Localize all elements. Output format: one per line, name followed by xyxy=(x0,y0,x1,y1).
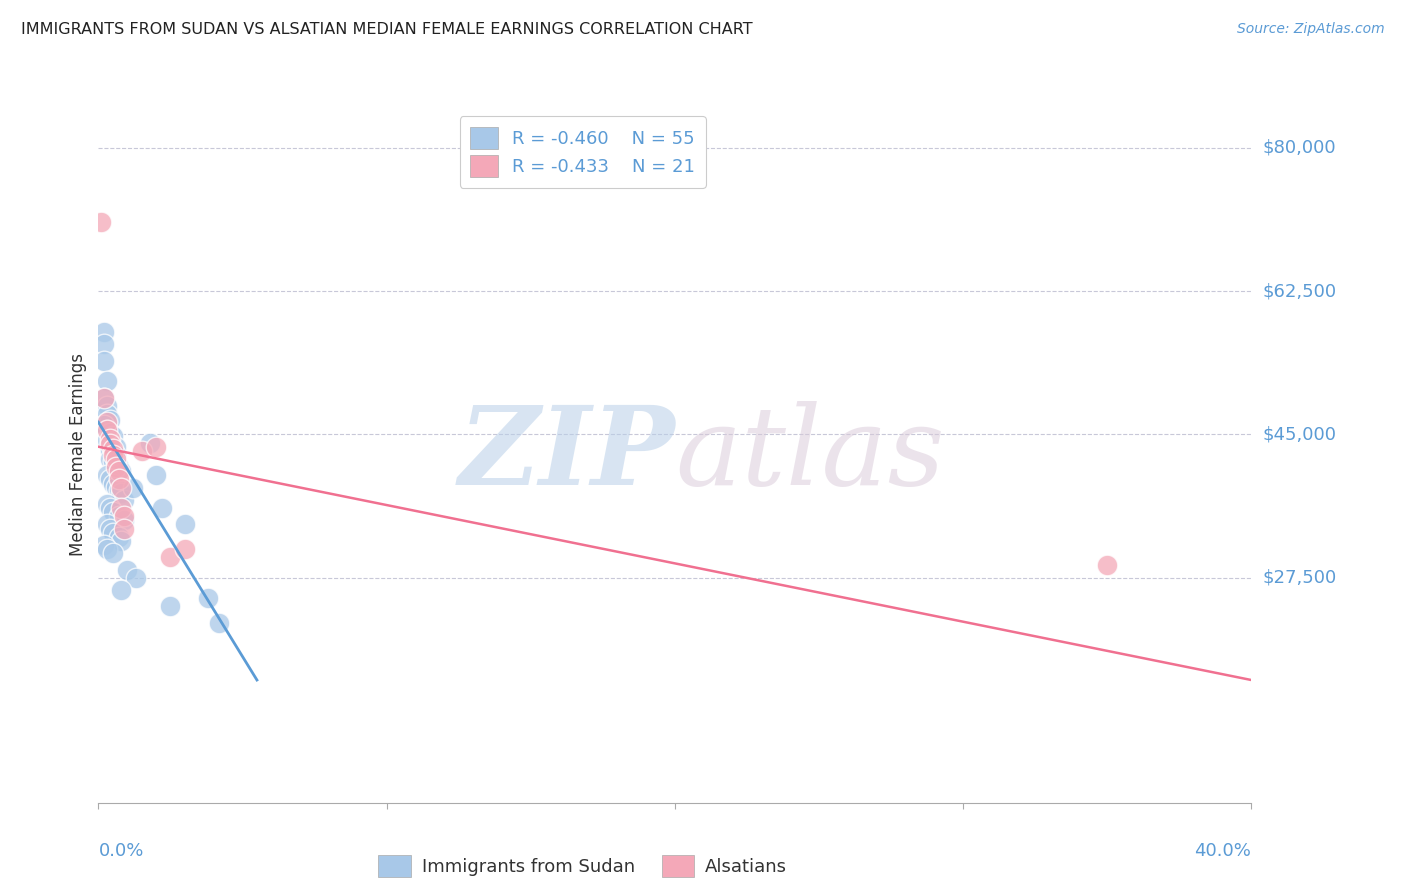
Point xyxy=(101,442,124,457)
Point xyxy=(101,429,124,443)
Text: 0.0%: 0.0% xyxy=(98,842,143,860)
Text: $80,000: $80,000 xyxy=(1263,139,1336,157)
Point xyxy=(107,460,129,475)
Point xyxy=(112,492,135,507)
Text: ZIP: ZIP xyxy=(458,401,675,508)
Point xyxy=(93,538,115,552)
Point xyxy=(107,483,129,497)
Point xyxy=(98,435,121,450)
Y-axis label: Median Female Earnings: Median Female Earnings xyxy=(69,353,87,557)
Point xyxy=(93,391,115,405)
Text: IMMIGRANTS FROM SUDAN VS ALSATIAN MEDIAN FEMALE EARNINGS CORRELATION CHART: IMMIGRANTS FROM SUDAN VS ALSATIAN MEDIAN… xyxy=(21,22,752,37)
Point xyxy=(101,445,124,459)
Point xyxy=(101,476,124,491)
Point xyxy=(112,513,135,527)
Point xyxy=(93,337,115,351)
Point xyxy=(112,509,135,524)
Point xyxy=(107,509,129,524)
Point xyxy=(110,501,132,516)
Point xyxy=(1097,558,1119,573)
Text: Source: ZipAtlas.com: Source: ZipAtlas.com xyxy=(1237,22,1385,37)
Point xyxy=(96,415,118,429)
Point xyxy=(110,464,132,478)
Point xyxy=(208,615,231,630)
Point xyxy=(96,517,118,532)
Point xyxy=(98,442,121,457)
Point xyxy=(150,501,173,516)
Point xyxy=(131,443,153,458)
Point xyxy=(104,452,127,467)
Point xyxy=(96,433,118,447)
Legend: Immigrants from Sudan, Alsatians: Immigrants from Sudan, Alsatians xyxy=(371,847,794,884)
Point xyxy=(174,517,197,532)
Text: 40.0%: 40.0% xyxy=(1195,842,1251,860)
Point xyxy=(101,448,124,462)
Point xyxy=(98,452,121,467)
Point xyxy=(98,522,121,536)
Point xyxy=(96,468,118,483)
Point xyxy=(101,438,124,452)
Point xyxy=(101,546,124,560)
Point xyxy=(96,542,118,557)
Point xyxy=(110,481,132,495)
Point xyxy=(104,460,127,475)
Point xyxy=(96,407,118,421)
Point xyxy=(112,522,135,536)
Point xyxy=(122,481,145,495)
Point xyxy=(174,542,197,557)
Point xyxy=(107,530,129,544)
Point xyxy=(93,353,115,368)
Point xyxy=(96,423,118,437)
Text: $45,000: $45,000 xyxy=(1263,425,1337,443)
Point xyxy=(96,423,118,437)
Point xyxy=(101,505,124,519)
Point xyxy=(159,550,181,565)
Point xyxy=(90,214,112,228)
Point xyxy=(93,391,115,405)
Point xyxy=(107,473,129,487)
Point xyxy=(98,473,121,487)
Point xyxy=(101,525,124,540)
Point xyxy=(101,454,124,468)
Point xyxy=(104,456,127,470)
Point xyxy=(93,325,115,339)
Point xyxy=(96,497,118,511)
Point xyxy=(104,448,127,462)
Point xyxy=(104,440,127,454)
Point xyxy=(139,435,162,450)
Point xyxy=(98,437,121,451)
Point xyxy=(110,486,132,500)
Point xyxy=(117,562,138,576)
Point xyxy=(110,533,132,548)
Text: atlas: atlas xyxy=(675,401,945,508)
Point xyxy=(104,480,127,494)
Point xyxy=(93,417,115,432)
Point xyxy=(159,599,181,614)
Point xyxy=(125,571,148,585)
Point xyxy=(145,440,167,454)
Point xyxy=(98,413,121,427)
Point xyxy=(197,591,219,606)
Point xyxy=(98,432,121,446)
Text: $27,500: $27,500 xyxy=(1263,569,1337,587)
Point xyxy=(96,399,118,413)
Point xyxy=(98,425,121,440)
Text: $62,500: $62,500 xyxy=(1263,282,1337,301)
Point xyxy=(145,468,167,483)
Point xyxy=(110,582,132,597)
Point xyxy=(98,501,121,516)
Point xyxy=(107,464,129,478)
Point xyxy=(96,374,118,388)
